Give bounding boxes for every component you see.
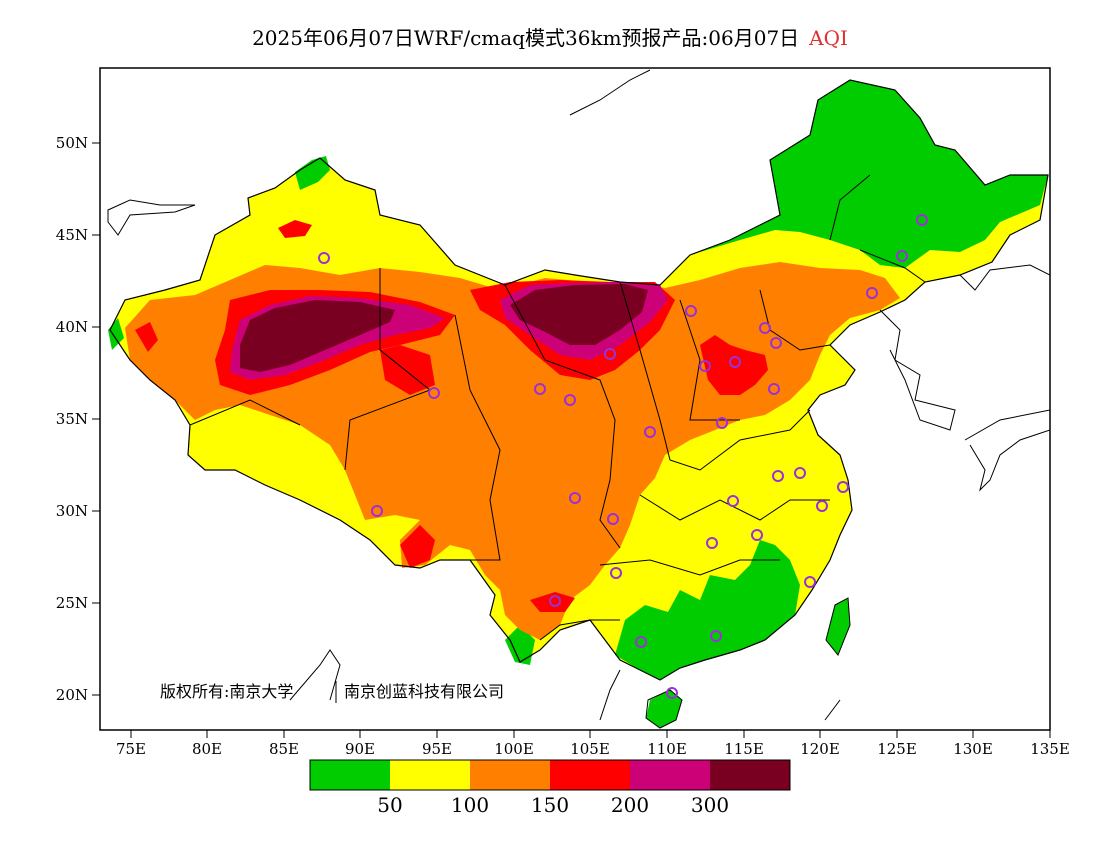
- station-marker: [768, 383, 780, 395]
- station-marker: [428, 387, 440, 399]
- aqi-zone-red-xinjiang-north: [278, 220, 312, 238]
- station-marker: [318, 252, 330, 264]
- lon-tick-label: 75E: [116, 740, 146, 758]
- aqi-zone-green-xinjiang: [295, 156, 330, 190]
- aqi-field: [107, 69, 1050, 729]
- aqi-zone-green-hainan: [646, 690, 682, 728]
- china-border: [109, 79, 1049, 681]
- map-frame-border: [99, 67, 1051, 731]
- station-marker: [816, 500, 828, 512]
- station-marker: [759, 322, 771, 334]
- legend-label: 300: [691, 793, 729, 817]
- station-marker: [866, 287, 878, 299]
- station-marker: [371, 505, 383, 517]
- lat-tick-label: 40N: [56, 318, 88, 336]
- station-marker: [729, 356, 741, 368]
- station-marker: [916, 214, 928, 226]
- station-marker: [706, 537, 718, 549]
- copyright-left: 版权所有:南京大学: [160, 682, 293, 701]
- station-marker: [666, 687, 678, 699]
- legend-swatch: [310, 760, 390, 790]
- station-marker: [772, 470, 784, 482]
- aqi-zone-green-northeast: [690, 80, 1048, 268]
- station-marker: [610, 567, 622, 579]
- station-marker: [564, 394, 576, 406]
- product-label: AQI: [809, 26, 848, 50]
- lat-tick-label: 50N: [56, 134, 88, 152]
- lon-tick-label: 85E: [269, 740, 299, 758]
- aqi-zone-red-west-edge: [135, 322, 158, 352]
- legend-swatch: [390, 760, 470, 790]
- aqi-zone-green-southwest: [505, 625, 535, 665]
- lon-tick-label: 95E: [422, 740, 452, 758]
- legend-swatch: [630, 760, 710, 790]
- station-marker: [716, 417, 728, 429]
- lat-tick-label: 20N: [56, 686, 88, 704]
- aqi-zone-maroon-gobi: [510, 284, 648, 345]
- aqi-zone-green-taiwan: [826, 598, 850, 655]
- legend-label: 150: [531, 793, 569, 817]
- lat-tick-label: 25N: [56, 594, 88, 612]
- station-marker: [896, 250, 908, 262]
- station-marker: [770, 337, 782, 349]
- lat-axis: 50N 45N 40N 35N 30N 25N 20N: [56, 134, 100, 704]
- aqi-zone-red-tibet: [400, 525, 435, 568]
- lon-tick-label: 135E: [1030, 740, 1070, 758]
- lon-tick-label: 105E: [570, 740, 610, 758]
- lat-tick-label: 45N: [56, 226, 88, 244]
- lon-tick-label: 130E: [953, 740, 993, 758]
- station-marker: [837, 481, 849, 493]
- station-marker: [751, 529, 763, 541]
- station-marker: [710, 630, 722, 642]
- lon-tick-label: 115E: [724, 740, 764, 758]
- station-marker: [727, 495, 739, 507]
- legend-label: 200: [611, 793, 649, 817]
- legend-swatch: [470, 760, 550, 790]
- legend-label: 100: [451, 793, 489, 817]
- station-marker: [699, 360, 711, 372]
- station-marker: [794, 467, 806, 479]
- legend-label: 50: [377, 793, 402, 817]
- province-boundaries: [189, 174, 926, 641]
- station-marker: [685, 305, 697, 317]
- lon-tick-label: 80E: [192, 740, 222, 758]
- station-marker: [534, 383, 546, 395]
- station-marker: [549, 595, 561, 607]
- lat-tick-label: 35N: [56, 410, 88, 428]
- lon-tick-label: 110E: [647, 740, 687, 758]
- lon-tick-label: 120E: [800, 740, 840, 758]
- legend-border: [309, 759, 791, 791]
- aqi-zone-green-south: [615, 540, 800, 680]
- lat-tick-label: 30N: [56, 502, 88, 520]
- station-marker: [644, 426, 656, 438]
- lon-tick-label: 90E: [345, 740, 375, 758]
- station-marker: [635, 636, 647, 648]
- station-marker: [604, 348, 616, 360]
- legend-swatch: [550, 760, 630, 790]
- lon-tick-label: 125E: [877, 740, 917, 758]
- station-marker: [607, 513, 619, 525]
- copyright-right: 南京创蓝科技有限公司: [344, 682, 504, 701]
- aqi-zone-red-yunnan: [530, 592, 575, 612]
- station-markers: [318, 214, 928, 699]
- station-marker: [804, 576, 816, 588]
- lon-tick-label: 100E: [494, 740, 534, 758]
- title-text: 2025年06月07日WRF/cmaq模式36km预报产品:06月07日: [252, 26, 800, 50]
- lon-axis: 75E 80E 85E 90E 95E 100E 105E 110E 115E …: [116, 730, 1070, 758]
- map-title: 2025年06月07日WRF/cmaq模式36km预报产品:06月07日 AQI: [0, 22, 1100, 51]
- aqi-legend: 50 100 150 200 300: [309, 759, 791, 817]
- aqi-zone-maroon-tarim: [240, 300, 395, 372]
- aqi-zone-red-north-china: [700, 335, 768, 395]
- legend-swatch: [710, 760, 790, 790]
- station-marker: [569, 492, 581, 504]
- coastlines: [107, 69, 1050, 729]
